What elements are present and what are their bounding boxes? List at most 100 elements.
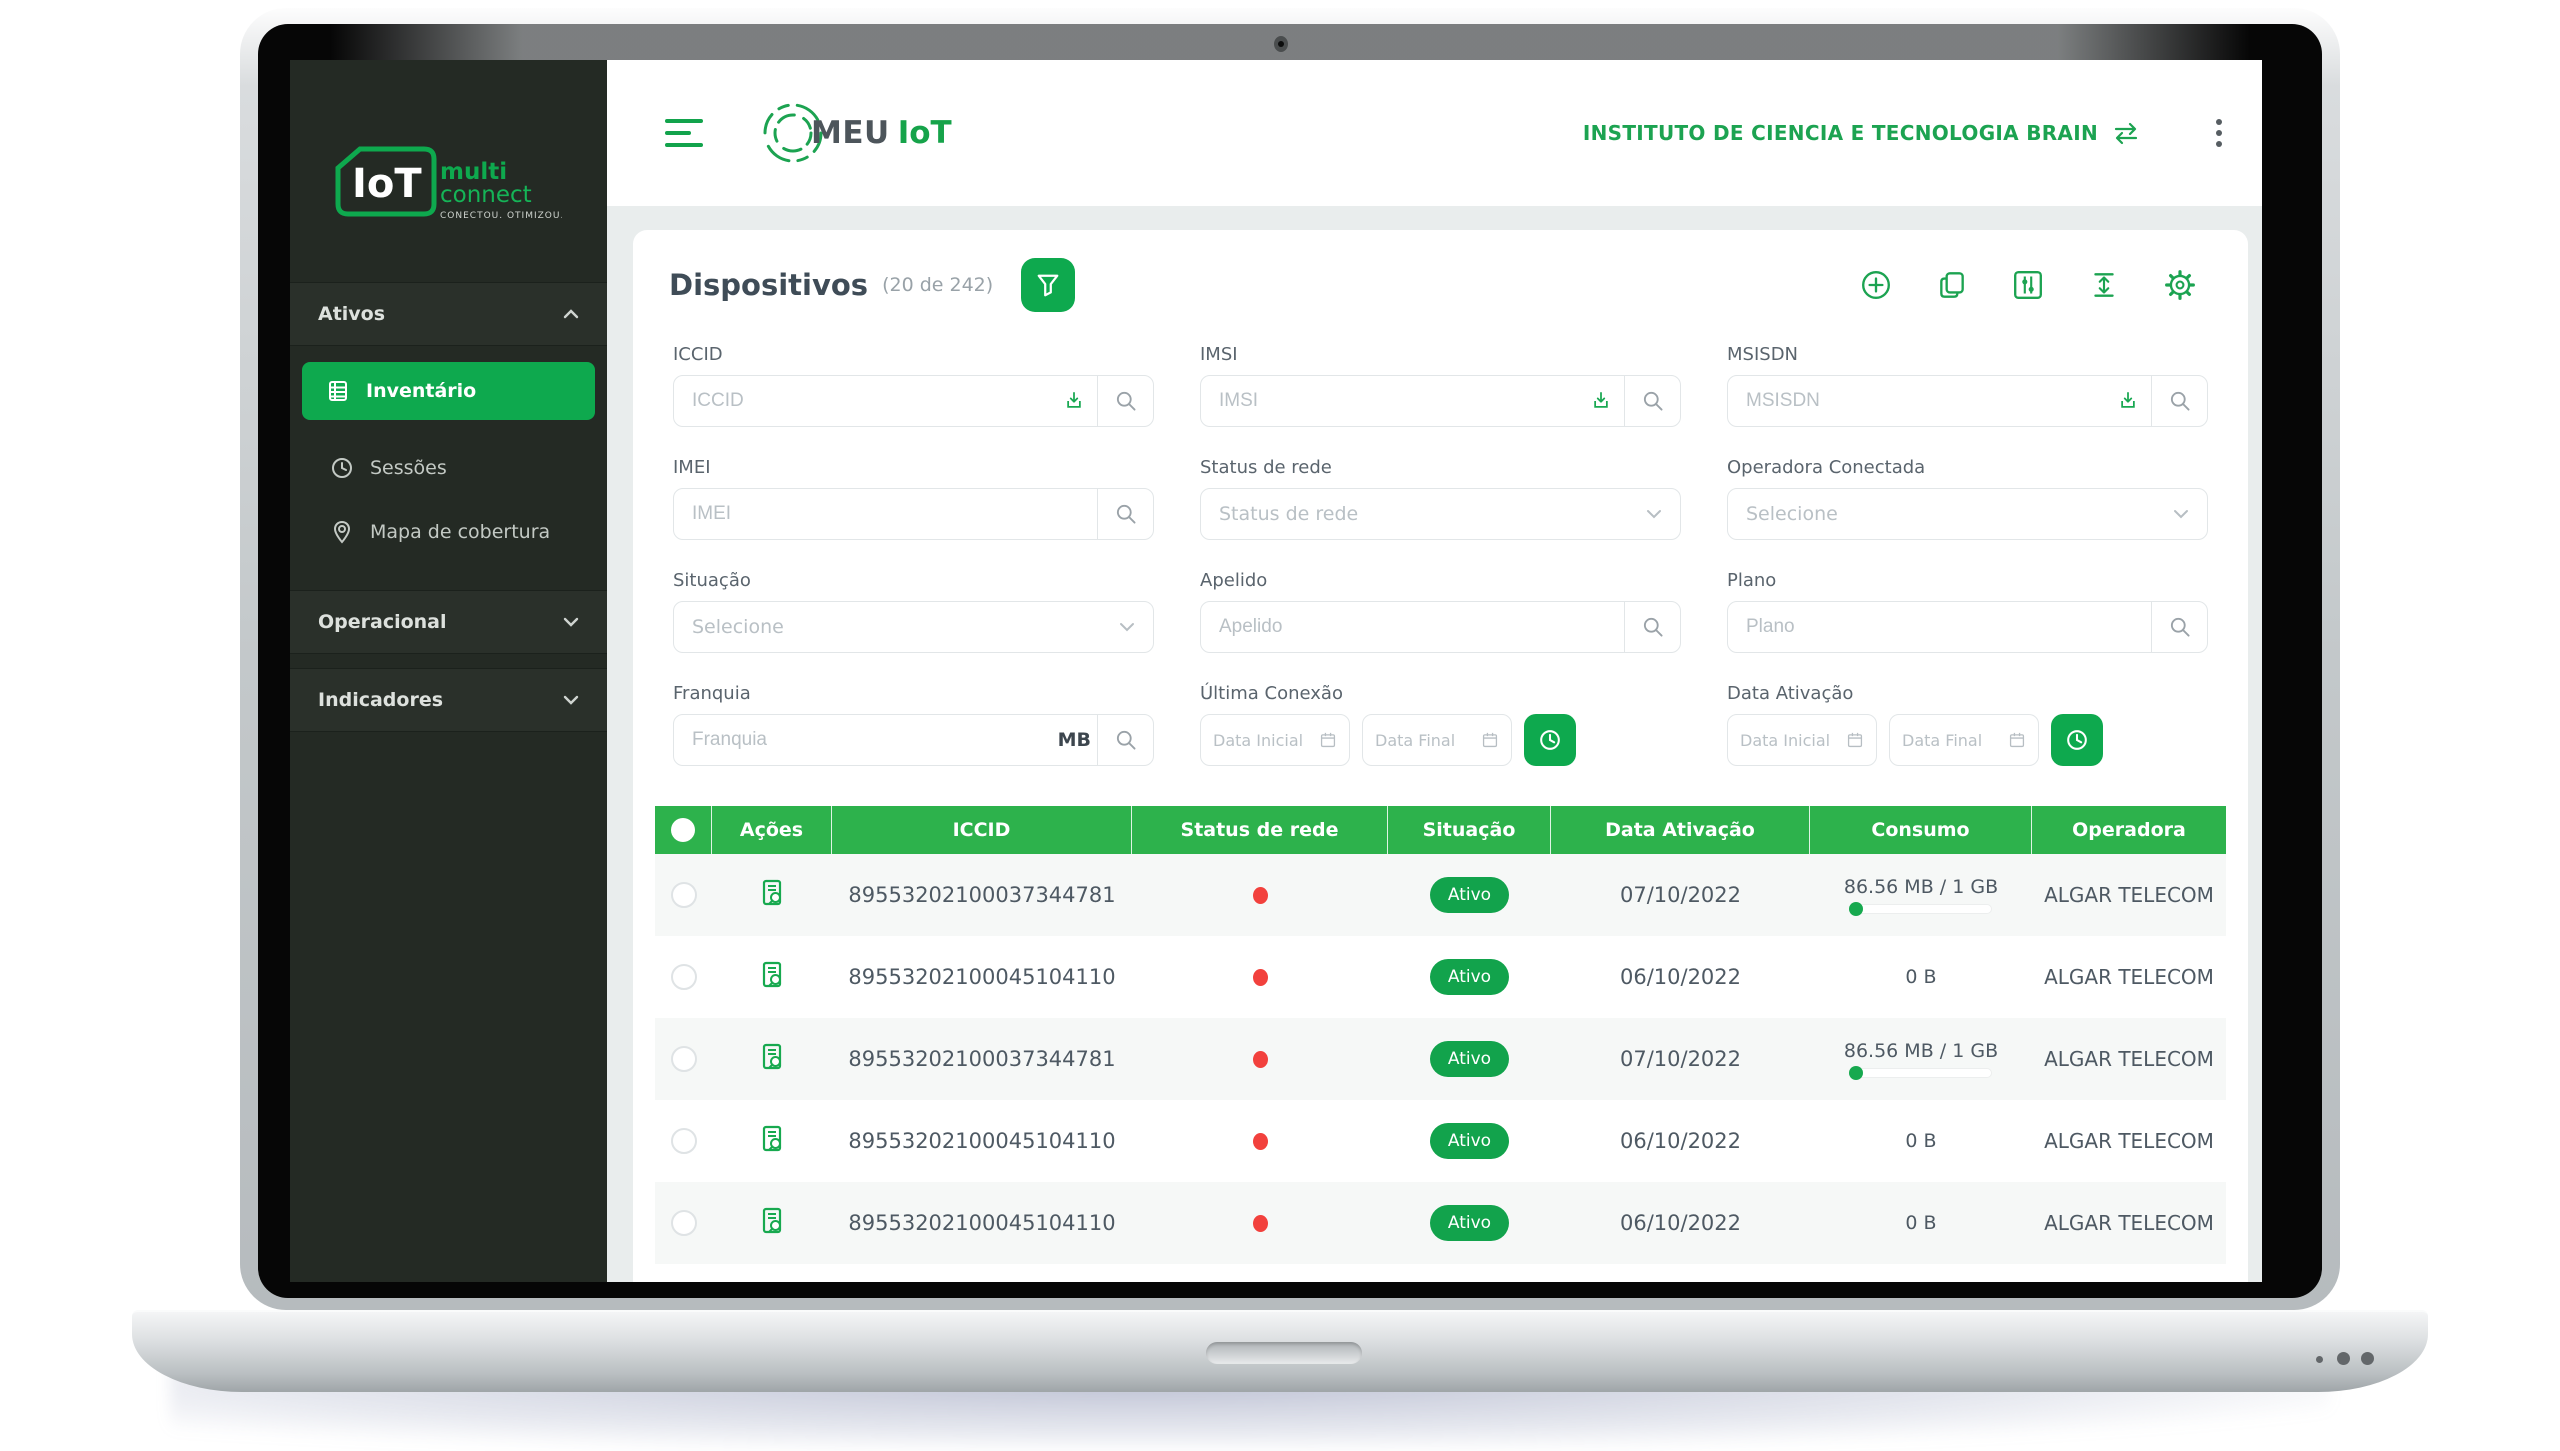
- base-dot: [2337, 1352, 2350, 1365]
- more-options-button[interactable]: [2212, 115, 2226, 151]
- operadora-conectada-select[interactable]: Selecione: [1727, 488, 2208, 540]
- filter-button[interactable]: [1021, 258, 1076, 312]
- row-details-button[interactable]: [757, 1206, 787, 1241]
- cell-operadora: ALGAR TELECOM: [2044, 883, 2214, 907]
- situacao-select[interactable]: Selecione: [673, 601, 1154, 653]
- row-select-radio[interactable]: [670, 964, 697, 990]
- cell-data-ativacao: 07/10/2022: [1619, 883, 1742, 907]
- cell-operadora: ALGAR TELECOM: [2044, 1047, 2214, 1071]
- apelido-input[interactable]: [1201, 616, 1624, 638]
- sidebar-group-operacional[interactable]: Operacional: [290, 590, 607, 654]
- cell-data-ativacao: 06/10/2022: [1619, 965, 1742, 989]
- row-select-radio[interactable]: [670, 1046, 697, 1072]
- cell-iccid: 89553202100045104110: [848, 1129, 1116, 1153]
- chevron-up-icon: [563, 309, 579, 319]
- filter-imei: IMEI: [673, 457, 1154, 540]
- table-row: 89553202100045104110 Ativo 06/10/2022 0 …: [655, 1100, 2226, 1182]
- cell-iccid: 89553202100037344781: [848, 1047, 1116, 1071]
- bulk-upload-icon[interactable]: [2105, 376, 2151, 426]
- row-details-button[interactable]: [757, 1124, 787, 1159]
- sidebar-item-inventario[interactable]: Inventário: [302, 362, 595, 420]
- filters-grid: ICCID: [673, 344, 2208, 766]
- ultima-conexao-data-inicial[interactable]: Data Inicial: [1200, 714, 1350, 766]
- device-count: (20 de 242): [882, 274, 994, 296]
- ultima-conexao-data-final[interactable]: Data Final: [1362, 714, 1512, 766]
- bulk-upload-icon[interactable]: [1051, 376, 1097, 426]
- settings-button[interactable]: [2164, 269, 2196, 301]
- status-de-rede-select[interactable]: Status de rede: [1200, 488, 1681, 540]
- search-icon[interactable]: [1097, 715, 1153, 765]
- row-select-radio[interactable]: [670, 1210, 697, 1236]
- organization-switcher[interactable]: INSTITUTO DE CIENCIA E TECNOLOGIA BRAIN: [1583, 121, 2140, 145]
- cell-consumo: 86.56 MB / 1 GB: [1810, 876, 2032, 916]
- filter-label: Situação: [673, 570, 751, 591]
- date-placeholder: Data Final: [1902, 730, 1983, 750]
- card-header: Dispositivos (20 de 242): [655, 258, 2226, 312]
- franquia-input[interactable]: [674, 729, 1058, 751]
- row-details-button[interactable]: [757, 878, 787, 913]
- clock-icon: [332, 458, 352, 478]
- filter-plano: Plano: [1727, 570, 2208, 653]
- data-ativacao-data-final[interactable]: Data Final: [1889, 714, 2039, 766]
- card-toolbar: [1860, 269, 2212, 301]
- ultima-conexao-apply-button[interactable]: [1524, 714, 1576, 766]
- status-badge: Ativo: [1429, 1041, 1510, 1077]
- consumo-text: 0 B: [1905, 966, 1937, 988]
- column-operadora: Operadora: [2072, 819, 2186, 841]
- table-row: 89553202100045104110 Ativo 06/10/2022 0 …: [655, 936, 2226, 1018]
- document-search-icon: [762, 1207, 782, 1233]
- column-settings-button[interactable]: [2012, 269, 2044, 301]
- search-icon[interactable]: [1097, 489, 1153, 539]
- search-icon[interactable]: [1624, 376, 1680, 426]
- plano-input[interactable]: [1728, 616, 2151, 638]
- filter-label: Plano: [1727, 570, 1777, 591]
- chevron-down-icon: [1120, 623, 1134, 632]
- document-search-icon: [762, 961, 782, 987]
- webcam-dot: [1274, 36, 1288, 52]
- data-ativacao-apply-button[interactable]: [2051, 714, 2103, 766]
- table-row: 89553202100037344781 Ativo 07/10/2022 86…: [655, 1018, 2226, 1100]
- sidebar-nav: Ativos Inventário Sessões: [290, 282, 607, 732]
- search-icon[interactable]: [1097, 376, 1153, 426]
- export-button[interactable]: [2088, 269, 2120, 301]
- status-badge: Ativo: [1429, 1123, 1510, 1159]
- search-icon[interactable]: [1624, 602, 1680, 652]
- iccid-input[interactable]: [674, 390, 1051, 412]
- consumo-progress-dot: [1849, 902, 1863, 916]
- row-details-button[interactable]: [757, 1042, 787, 1077]
- row-select-radio[interactable]: [670, 1128, 697, 1154]
- consumo-text: 0 B: [1905, 1212, 1937, 1234]
- imei-input[interactable]: [674, 503, 1097, 525]
- filter-ultima-conexao: Última Conexão Data Inicial Data Final: [1200, 683, 1681, 766]
- filter-label: Franquia: [673, 683, 751, 704]
- filter-imsi: IMSI: [1200, 344, 1681, 427]
- select-all-circle[interactable]: [671, 818, 695, 842]
- select-placeholder: Status de rede: [1219, 503, 1359, 525]
- map-pin-icon: [333, 520, 351, 544]
- search-icon[interactable]: [2151, 376, 2207, 426]
- duplicate-button[interactable]: [1936, 269, 1968, 301]
- imsi-input[interactable]: [1201, 390, 1578, 412]
- sidebar-group-indicadores[interactable]: Indicadores: [290, 668, 607, 732]
- base-dot: [2316, 1356, 2323, 1363]
- row-select-radio[interactable]: [670, 882, 697, 908]
- search-icon[interactable]: [2151, 602, 2207, 652]
- devices-card: Dispositivos (20 de 242): [633, 230, 2248, 1282]
- app-screen: IoT multi connect CONECTOU. OTIMIZOU. At…: [290, 60, 2262, 1282]
- data-ativacao-data-inicial[interactable]: Data Inicial: [1727, 714, 1877, 766]
- sidebar-group-ativos[interactable]: Ativos: [290, 282, 607, 346]
- consumo-text: 86.56 MB / 1 GB: [1843, 876, 1999, 898]
- bulk-upload-icon[interactable]: [1578, 376, 1624, 426]
- row-details-button[interactable]: [757, 960, 787, 995]
- export-icon: [2094, 273, 2114, 297]
- menu-toggle-button[interactable]: [665, 119, 703, 147]
- swap-icon: [2114, 122, 2138, 145]
- logo-connect-text: connect: [440, 182, 532, 208]
- sidebar-item-sessoes[interactable]: Sessões: [290, 436, 607, 500]
- add-circle-icon: [1862, 271, 1890, 299]
- add-device-button[interactable]: [1860, 269, 1892, 301]
- cell-operadora: ALGAR TELECOM: [2044, 1211, 2214, 1235]
- msisdn-input[interactable]: [1728, 390, 2105, 412]
- sidebar-item-mapa-de-cobertura[interactable]: Mapa de cobertura: [290, 500, 607, 564]
- devices-table: Ações ICCID Status de rede Situação Data…: [655, 806, 2226, 1264]
